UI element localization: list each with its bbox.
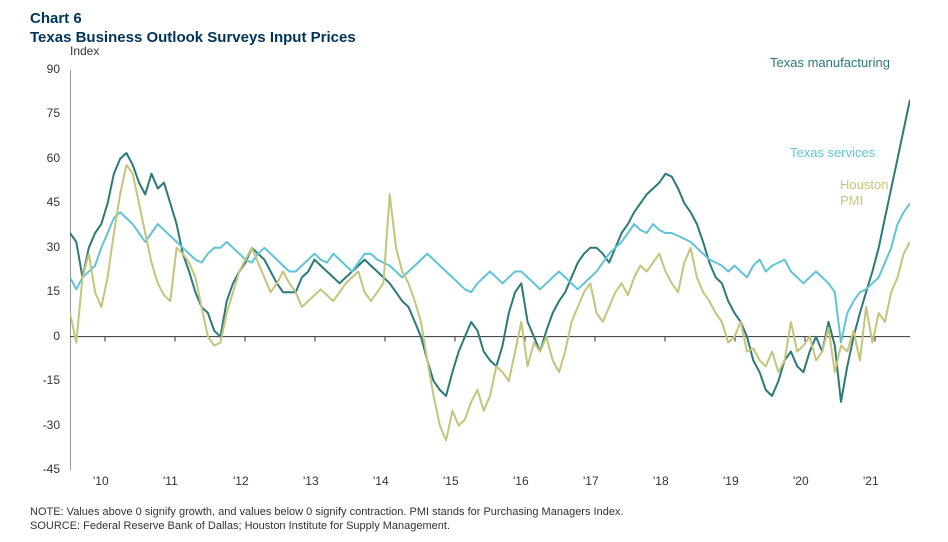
y-tick-label: -15 bbox=[20, 373, 60, 387]
y-tick-label: 0 bbox=[20, 329, 60, 343]
series-texas-services bbox=[70, 203, 910, 342]
chart-source: SOURCE: Federal Reserve Bank of Dallas; … bbox=[30, 520, 450, 532]
chart-number: Chart 6 bbox=[30, 10, 928, 27]
y-tick-label: 15 bbox=[20, 284, 60, 298]
y-tick-label: 45 bbox=[20, 195, 60, 209]
x-tick-label: '18 bbox=[653, 474, 669, 488]
x-tick-label: '14 bbox=[373, 474, 389, 488]
chart-svg bbox=[70, 70, 910, 470]
y-tick-label: 75 bbox=[20, 106, 60, 120]
chart-container: Chart 6 Texas Business Outlook Surveys I… bbox=[0, 0, 948, 542]
x-tick-label: '19 bbox=[723, 474, 739, 488]
x-tick-label: '20 bbox=[793, 474, 809, 488]
plot-area: -45-30-150153045607590'10'11'12'13'14'15… bbox=[70, 70, 910, 470]
chart-note: NOTE: Values above 0 signify growth, and… bbox=[30, 506, 624, 518]
x-tick-label: '13 bbox=[303, 474, 319, 488]
x-tick-label: '16 bbox=[513, 474, 529, 488]
series-label: HoustonPMI bbox=[840, 177, 888, 208]
series-texas-manufacturing bbox=[70, 100, 910, 402]
y-axis-title: Index bbox=[70, 44, 99, 58]
y-tick-label: -45 bbox=[20, 462, 60, 476]
x-tick-label: '10 bbox=[93, 474, 109, 488]
x-tick-label: '17 bbox=[583, 474, 599, 488]
y-tick-label: -30 bbox=[20, 418, 60, 432]
y-tick-label: 90 bbox=[20, 62, 60, 76]
y-tick-label: 60 bbox=[20, 151, 60, 165]
y-tick-label: 30 bbox=[20, 240, 60, 254]
x-tick-label: '12 bbox=[233, 474, 249, 488]
series-houston-pmi bbox=[70, 165, 910, 441]
x-tick-label: '15 bbox=[443, 474, 459, 488]
x-tick-label: '21 bbox=[863, 474, 879, 488]
series-label: Texas services bbox=[790, 145, 875, 161]
chart-title: Texas Business Outlook Surveys Input Pri… bbox=[30, 29, 928, 46]
x-tick-label: '11 bbox=[163, 474, 178, 488]
series-label: Texas manufacturing bbox=[770, 55, 890, 71]
